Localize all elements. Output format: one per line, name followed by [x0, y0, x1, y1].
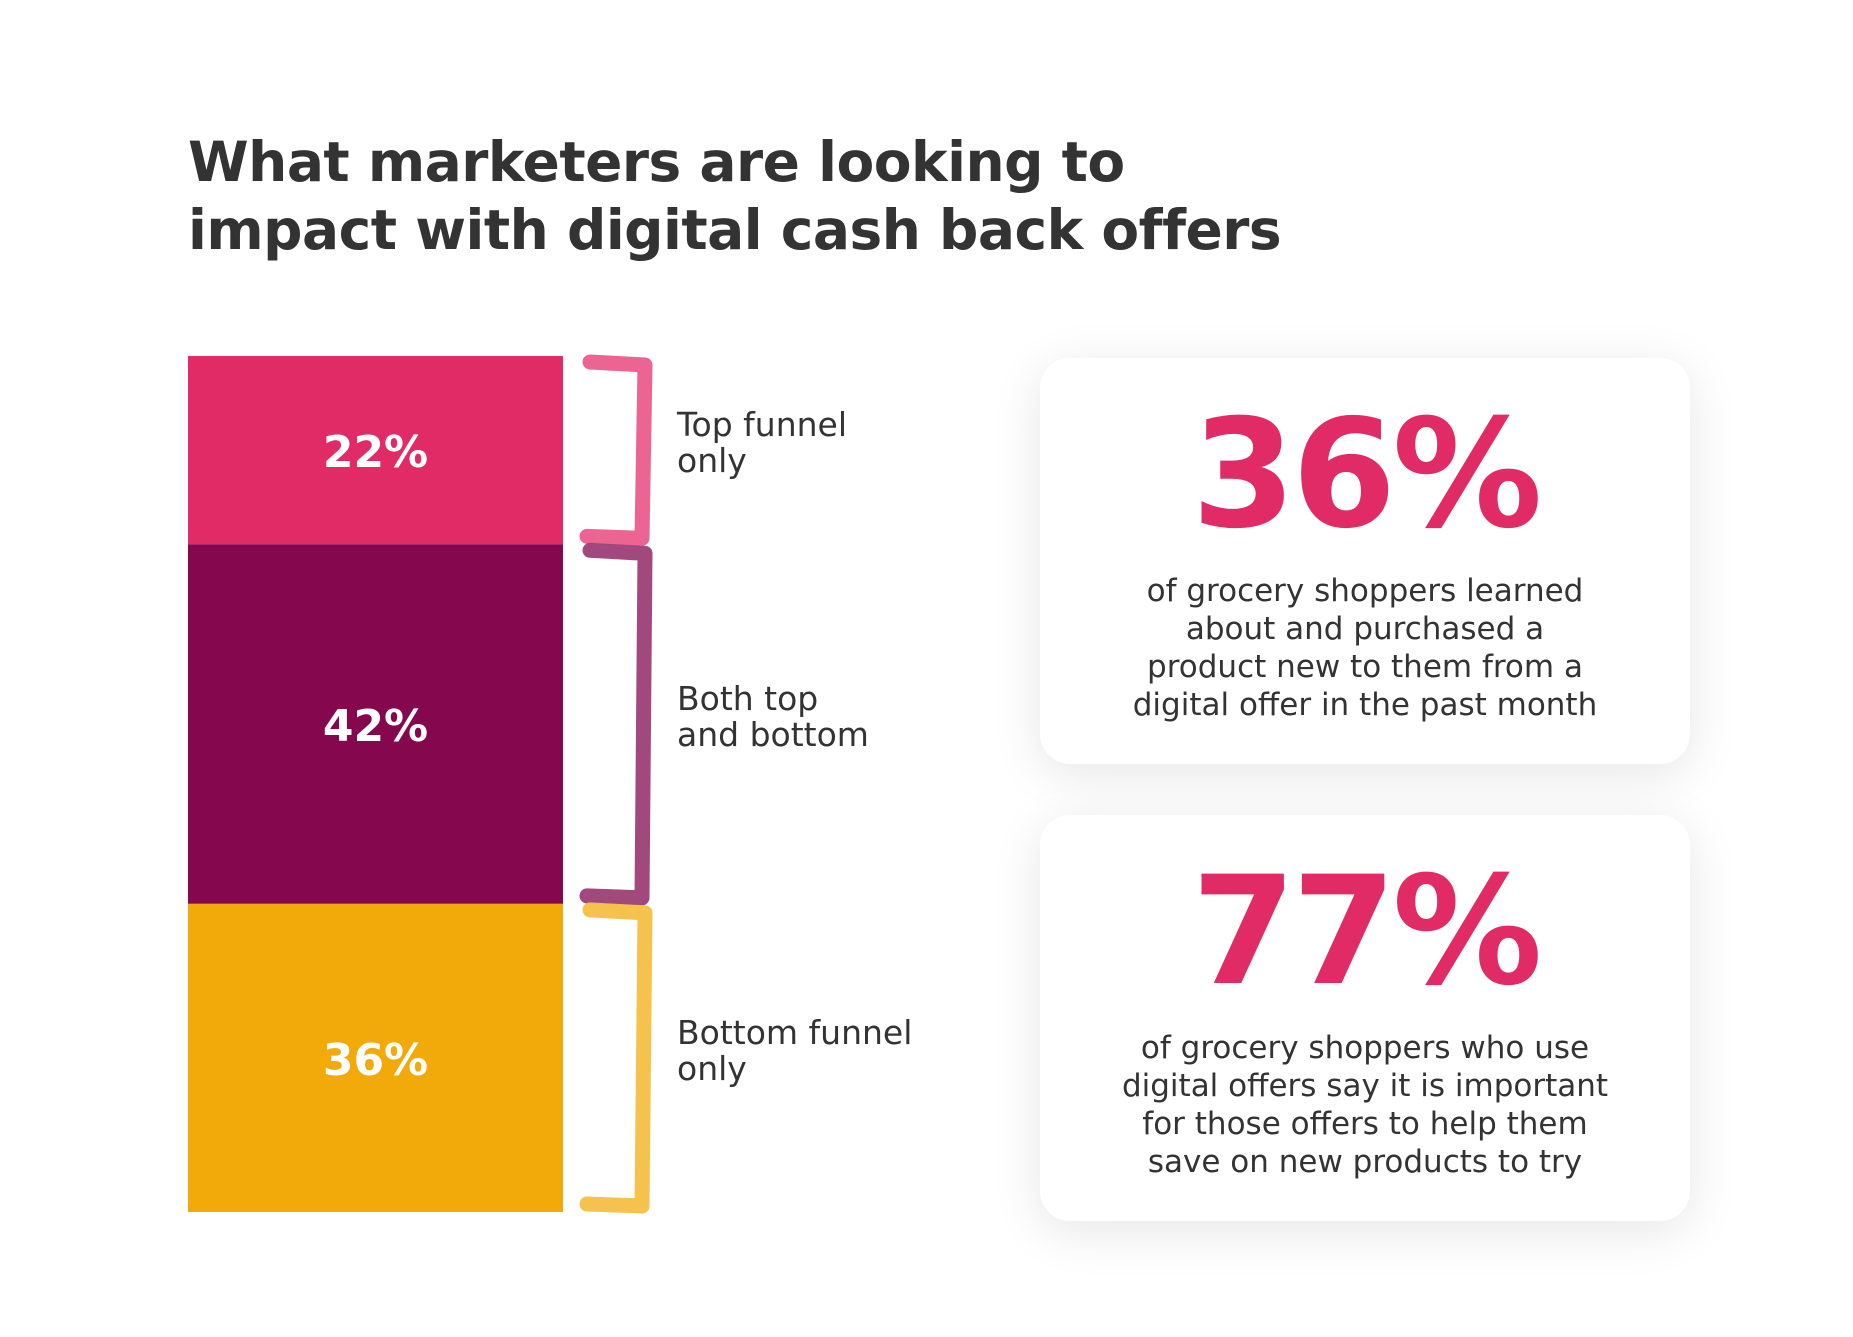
bar-value-label: 22% [323, 427, 428, 478]
stat-value: 77% [1191, 845, 1542, 1019]
segment-label: Bottom funnel [677, 1013, 912, 1052]
stat-card-save-on-new-products: 77% of grocery shoppers who use digital … [1040, 815, 1690, 1221]
stat-description-line: product new to them from a [1147, 649, 1583, 685]
stat-card-new-products-purchased: 36% of grocery shoppers learned about an… [1040, 358, 1690, 764]
bracket-bottom-funnel [579, 902, 653, 1214]
chart-title: What marketers are looking to impact wit… [188, 128, 1388, 264]
bracket-both [579, 542, 653, 906]
segment-label: and bottom [677, 715, 869, 754]
bar-value-label: 42% [323, 701, 428, 752]
bar-segment-bottom-funnel [188, 903, 563, 1212]
stat-description-line: of grocery shoppers who use [1140, 1030, 1590, 1066]
stat-description-line: digital offer in the past month [1132, 687, 1598, 723]
chart-title-line-1: What marketers are looking to [188, 130, 1125, 194]
stat-description-line: save on new products to try [1147, 1144, 1583, 1180]
stat-description-line: for those offers to help them [1142, 1106, 1588, 1142]
bar-segment-top-funnel [188, 356, 563, 545]
segment-label: Top funnel [676, 405, 847, 444]
segment-label: only [677, 441, 747, 480]
bar-value-label: 36% [323, 1035, 428, 1086]
bar-segment-both [188, 544, 563, 904]
stat-description-line: about and purchased a [1185, 611, 1545, 647]
bracket-top-funnel [579, 354, 653, 546]
segment-label: Both top [677, 679, 818, 718]
segment-label: only [677, 1049, 747, 1088]
stat-description: of grocery shoppers learned about and pu… [1085, 572, 1645, 724]
stat-description-line: digital offers say it is important [1121, 1068, 1609, 1104]
stat-description-line: of grocery shoppers learned [1146, 573, 1584, 609]
stat-value: 36% [1191, 388, 1542, 562]
chart-title-line-2: impact with digital cash back offers [188, 198, 1282, 262]
stat-description: of grocery shoppers who use digital offe… [1085, 1029, 1645, 1181]
